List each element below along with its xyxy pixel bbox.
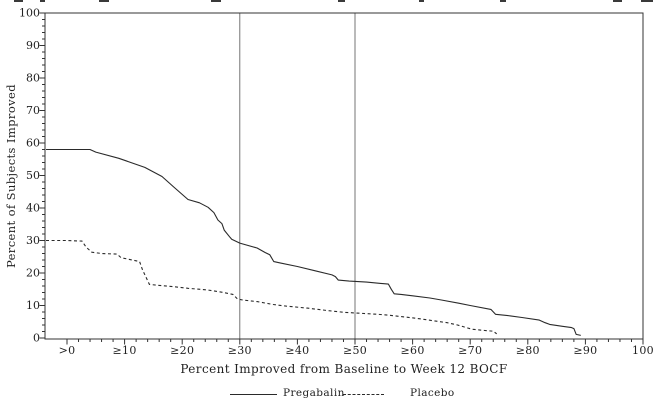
y-tick-label: 60 [26, 137, 40, 150]
y-tick-label: 40 [26, 202, 40, 215]
x-tick-label: ≥60 [401, 344, 425, 357]
x-tick-label: ≥10 [113, 344, 137, 357]
y-tick-label: 20 [26, 267, 40, 280]
cropped-text-mark [99, 0, 109, 2]
x-tick-label: ≥40 [285, 344, 309, 357]
y-tick-label: 90 [26, 39, 40, 52]
x-tick-label: ≥30 [228, 344, 252, 357]
y-tick-label: 100 [19, 7, 40, 20]
series-placebo [46, 239, 498, 335]
legend-sample-dashed-line [343, 394, 384, 395]
y-tick-label: 30 [26, 234, 40, 247]
x-axis-title: Percent Improved from Baseline to Week 1… [180, 362, 508, 376]
cropped-text-mark [40, 0, 45, 2]
cropped-text-mark [419, 0, 424, 2]
legend: Pregabalin Placebo [0, 384, 667, 404]
x-tick-label: ≥70 [458, 344, 482, 357]
cropped-text-mark [641, 0, 653, 2]
x-tick-label: ≥20 [170, 344, 194, 357]
legend-label-placebo: Placebo [410, 387, 455, 399]
y-tick-label: 80 [26, 72, 40, 85]
y-tick-label: 50 [26, 169, 40, 182]
y-tick-label: 70 [26, 104, 40, 117]
cropped-text-mark [338, 0, 345, 2]
cropped-text-mark [211, 0, 221, 2]
x-tick-label: 100 [632, 344, 654, 357]
y-axis-title: Percent of Subjects Improved [4, 83, 18, 269]
y-tick-label: 10 [26, 299, 40, 312]
cropped-text-mark [500, 0, 506, 2]
x-tick-label: >0 [59, 344, 76, 357]
plot-frame [44, 12, 644, 340]
x-tick-label: ≥50 [343, 344, 367, 357]
y-tick-label: 0 [33, 332, 40, 345]
legend-sample-solid-line [230, 394, 277, 395]
cropped-text-mark [613, 0, 622, 2]
series-pregabalin [46, 148, 581, 336]
legend-label-pregabalin: Pregabalin [283, 387, 345, 399]
x-tick-label: ≥90 [573, 344, 597, 357]
x-tick-label: ≥80 [516, 344, 540, 357]
cropped-text-mark [14, 0, 23, 2]
